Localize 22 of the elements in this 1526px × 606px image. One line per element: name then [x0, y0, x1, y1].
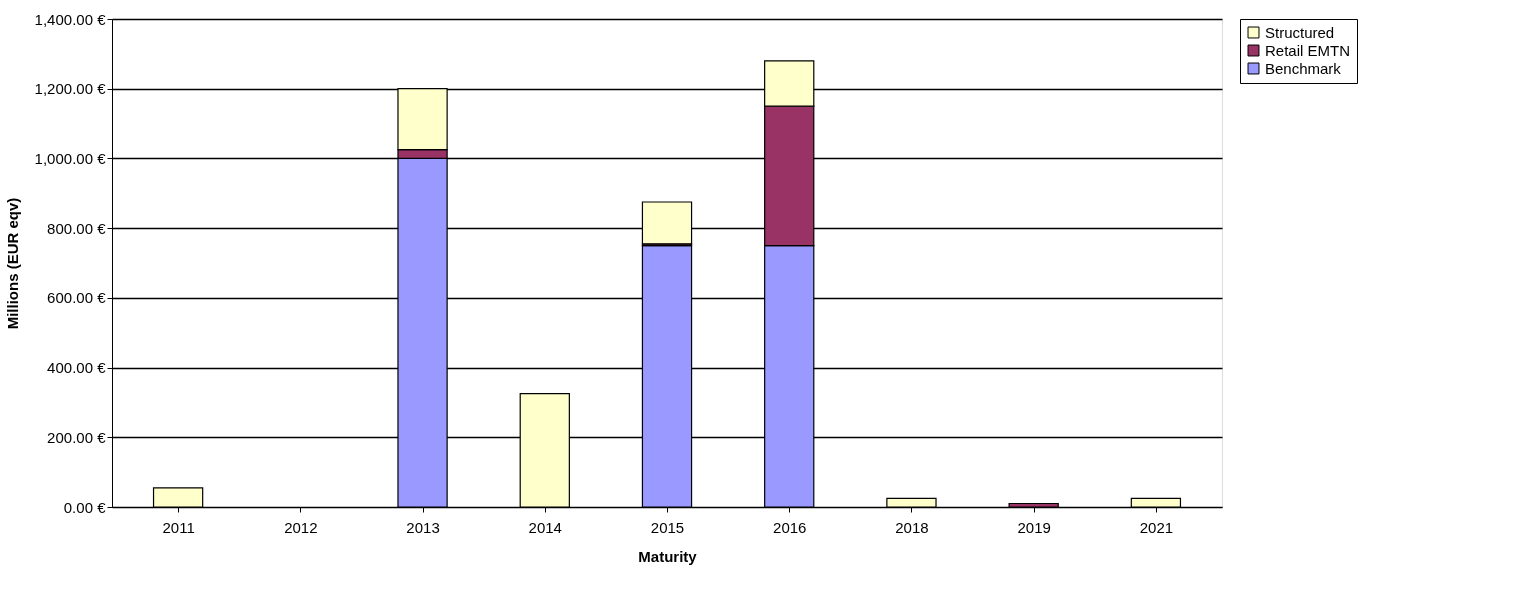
y-tick-label: 800.00 €: [47, 219, 107, 237]
x-tick-label: 2016: [773, 518, 807, 536]
y-tick-label: 1,200.00 €: [34, 80, 107, 98]
y-tick-label: 400.00 €: [47, 359, 107, 377]
x-tick-label: 2015: [650, 518, 685, 536]
y-tick-label: 1,000.00 €: [34, 149, 107, 167]
y-tick-label: 1,400.00 €: [34, 10, 107, 28]
x-tick-label: 2013: [406, 518, 440, 536]
legend-label: Retail EMTN: [1265, 41, 1351, 59]
x-tick-label: 2019: [1017, 518, 1051, 536]
x-tick-label: 2018: [895, 518, 929, 536]
y-axis-title: Millions (EUR eqv): [3, 197, 21, 330]
x-tick-label: 2021: [1139, 518, 1174, 536]
legend-label: Structured: [1265, 23, 1335, 41]
x-tick-label: 2011: [162, 518, 195, 536]
legend-label: Benchmark: [1265, 59, 1342, 77]
y-tick-label: 200.00 €: [47, 428, 107, 446]
y-tick-label: 0.00 €: [63, 498, 107, 516]
x-tick-label: 2012: [284, 518, 318, 536]
x-tick-label: 2014: [528, 518, 562, 536]
y-tick-label: 600.00 €: [47, 289, 107, 307]
x-axis-title: Maturity: [638, 547, 698, 565]
